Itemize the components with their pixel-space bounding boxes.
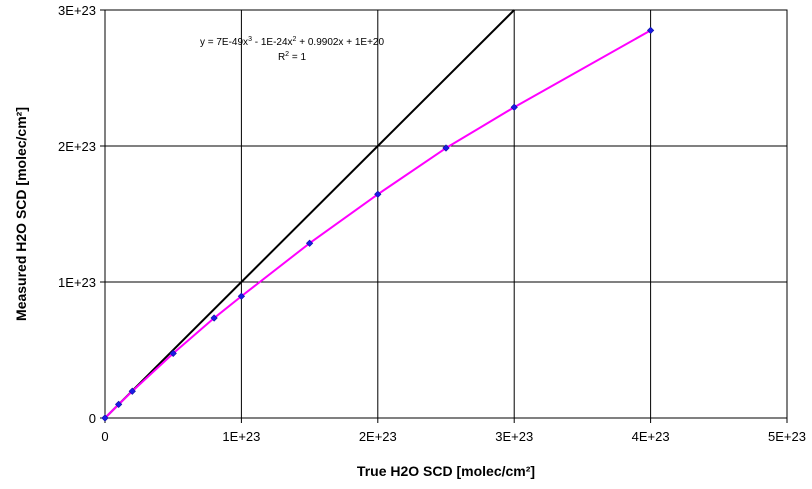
r-squared-label: R2 = 1 <box>278 51 307 63</box>
x-tick-label: 0 <box>101 429 108 444</box>
data-point <box>442 144 450 152</box>
data-point <box>169 349 177 358</box>
x-axis-title: True H2O SCD [molec/cm²] <box>357 463 535 479</box>
x-tick-label: 5E+23 <box>768 429 806 444</box>
y-tick-label: 2E+23 <box>58 139 96 154</box>
y-tick-label: 0 <box>89 411 96 426</box>
series-layer <box>101 9 655 422</box>
trendline-equation: y = 7E-49x3 - 1E-24x2 + 0.9902x + 1E+20 <box>200 36 384 48</box>
data-point <box>101 414 109 422</box>
data-point <box>305 239 314 247</box>
data-point <box>128 387 136 395</box>
data-point <box>115 400 123 409</box>
x-tick-label: 1E+23 <box>222 429 260 444</box>
data-point <box>210 314 218 322</box>
data-point <box>646 26 655 35</box>
y-tick-label: 3E+23 <box>58 3 96 18</box>
x-tick-label: 2E+23 <box>359 429 397 444</box>
y-tick-label: 1E+23 <box>58 275 96 290</box>
data-point <box>510 103 518 111</box>
y-tick-labels: 0 1E+23 2E+23 3E+23 <box>58 3 96 426</box>
x-tick-labels: 0 1E+23 2E+23 3E+23 4E+23 5E+23 <box>101 429 806 444</box>
x-tick-label: 4E+23 <box>632 429 670 444</box>
data-point <box>374 190 382 198</box>
y-axis-title: Measured H2O SCD [molec/cm²] <box>13 107 29 321</box>
x-tick-label: 3E+23 <box>495 429 533 444</box>
data-point <box>237 292 246 300</box>
plot-area <box>104 9 788 419</box>
